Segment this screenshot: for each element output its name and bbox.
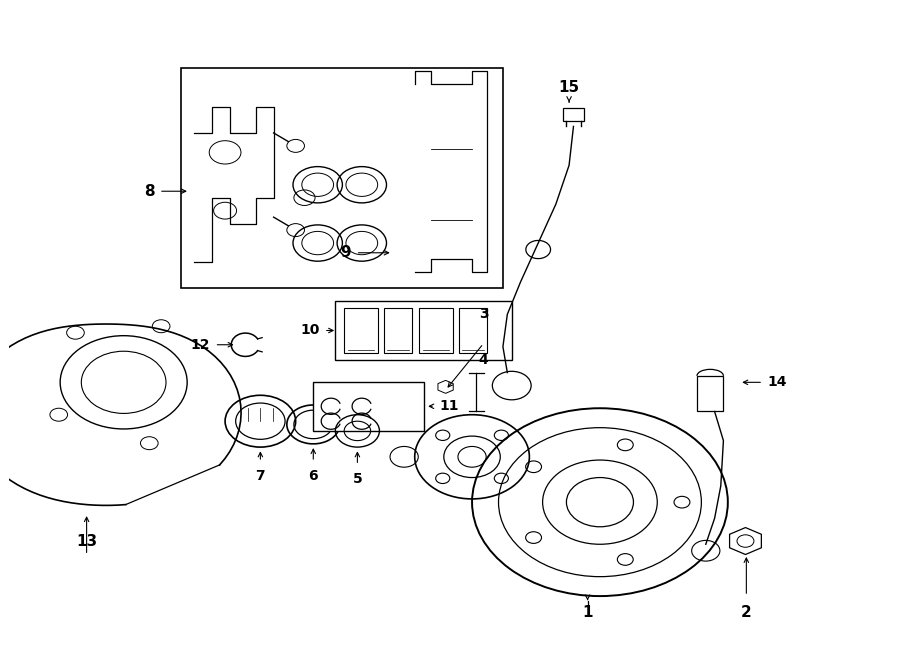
Bar <box>181 68 503 288</box>
Text: 13: 13 <box>76 533 97 549</box>
Bar <box>697 376 724 411</box>
Text: 2: 2 <box>741 605 751 620</box>
Circle shape <box>287 139 304 153</box>
Bar <box>419 308 453 353</box>
Text: 6: 6 <box>309 469 318 483</box>
Text: 11: 11 <box>439 399 459 413</box>
Circle shape <box>294 190 315 206</box>
Bar <box>562 108 584 121</box>
Text: 8: 8 <box>144 184 155 199</box>
Bar <box>383 308 412 353</box>
Text: 5: 5 <box>353 473 363 486</box>
Text: 14: 14 <box>768 375 787 389</box>
Bar <box>336 301 512 360</box>
Text: 7: 7 <box>256 469 266 483</box>
Text: 4: 4 <box>479 353 489 367</box>
Polygon shape <box>438 380 454 393</box>
Text: 15: 15 <box>559 80 580 95</box>
Text: 10: 10 <box>300 323 319 338</box>
Bar <box>459 308 487 353</box>
Bar <box>313 382 424 431</box>
Bar <box>344 308 378 353</box>
Text: 3: 3 <box>479 307 489 321</box>
Text: 1: 1 <box>582 605 593 620</box>
Circle shape <box>287 223 304 237</box>
Text: 12: 12 <box>191 338 210 352</box>
Text: 9: 9 <box>340 245 351 260</box>
